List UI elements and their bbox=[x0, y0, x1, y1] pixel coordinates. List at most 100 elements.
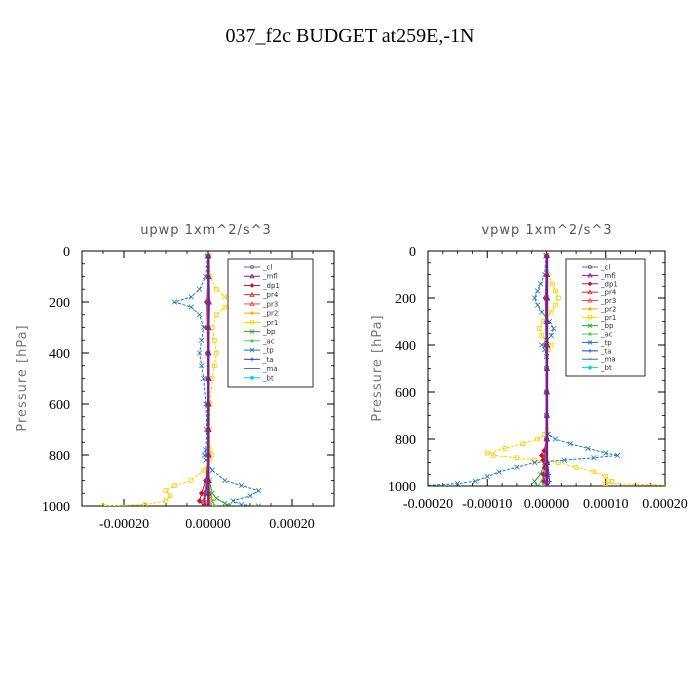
data-point bbox=[544, 435, 551, 442]
data-point bbox=[520, 441, 526, 447]
data-point bbox=[693, 484, 697, 488]
legend-label: _pr3 bbox=[600, 297, 616, 305]
legend: _cl_mfl_dp1_pr4_pr3_pr2_pr1_bp_ac_tp_ta_… bbox=[227, 258, 314, 388]
x-tick-label: 0.00020 bbox=[269, 517, 315, 532]
data-point bbox=[200, 497, 207, 504]
data-point bbox=[502, 446, 508, 451]
y-tick-label: 800 bbox=[49, 449, 70, 464]
legend-item: _tp bbox=[244, 347, 274, 355]
data-point bbox=[205, 349, 212, 356]
data-point bbox=[238, 482, 245, 489]
data-point bbox=[567, 441, 573, 447]
data-point bbox=[539, 342, 545, 348]
series-line bbox=[102, 256, 239, 506]
legend: _cl_mfl_dp1_pr4_pr3_pr2_pr1_bp_ac_tp_ta_… bbox=[565, 258, 646, 377]
legend-label: _pr2 bbox=[262, 310, 278, 318]
data-point bbox=[163, 488, 169, 494]
data-point bbox=[100, 503, 106, 506]
data-point bbox=[200, 503, 207, 506]
data-point bbox=[196, 286, 203, 292]
data-point bbox=[249, 347, 255, 353]
data-point bbox=[188, 304, 194, 310]
panel-vpwp: vpwp 1xm^2/s^3 Pressure [hPa] 0 200 400 600… bbox=[370, 223, 697, 512]
legend-label: _pr4 bbox=[600, 289, 617, 297]
data-point bbox=[214, 350, 219, 356]
legend-item: _pr1 bbox=[244, 319, 278, 327]
panel-title: vpwp 1xm^2/s^3 bbox=[481, 223, 612, 238]
data-point bbox=[544, 365, 551, 371]
data-point bbox=[535, 436, 540, 442]
legend-label: _dp1 bbox=[262, 282, 280, 290]
data-point bbox=[537, 326, 542, 331]
data-point bbox=[205, 324, 212, 330]
data-point bbox=[514, 464, 520, 470]
data-point bbox=[249, 301, 255, 306]
data-point bbox=[205, 400, 212, 407]
data-point bbox=[531, 295, 538, 301]
legend-label: _pr1 bbox=[262, 319, 278, 327]
data-point bbox=[255, 488, 262, 494]
y-tick-label: 1000 bbox=[388, 480, 416, 495]
data-point bbox=[199, 337, 205, 343]
data-point bbox=[591, 455, 597, 461]
data-point bbox=[544, 388, 551, 395]
legend-item: _mfl bbox=[582, 272, 616, 280]
data-point bbox=[561, 457, 567, 463]
legend-label: _ma bbox=[600, 356, 616, 364]
x-tick-label: -0.00020 bbox=[99, 517, 149, 532]
data-point bbox=[544, 471, 551, 477]
plot-area: 0 200 400 600 800 1000 -0.00020 0.00000 0.00020 bbox=[42, 245, 335, 532]
y-axis-label: Pressure [hPa] bbox=[15, 324, 30, 431]
figure-title: 037_f2c BUDGET at259E,-1N bbox=[225, 25, 474, 47]
data-point bbox=[587, 323, 593, 328]
data-point bbox=[205, 451, 212, 458]
series-layer bbox=[428, 252, 697, 488]
data-point bbox=[188, 294, 194, 300]
y-tick-label: 200 bbox=[395, 292, 416, 307]
legend-item: _dp1 bbox=[244, 282, 280, 290]
data-point bbox=[171, 299, 178, 305]
data-point bbox=[226, 503, 232, 506]
legend-label: _bt bbox=[600, 364, 612, 372]
data-point bbox=[588, 332, 592, 337]
legend-item: _ac bbox=[244, 337, 275, 345]
data-point bbox=[539, 333, 545, 338]
x-tick-label: 0.00020 bbox=[642, 497, 688, 512]
legend-item: _pr1 bbox=[582, 314, 616, 322]
data-point bbox=[163, 498, 169, 504]
panel-title: upwp 1xm^2/s^3 bbox=[140, 223, 272, 238]
data-point bbox=[544, 294, 551, 301]
data-point bbox=[484, 450, 490, 456]
y-tick-label: 400 bbox=[49, 347, 70, 362]
data-point bbox=[531, 459, 538, 466]
data-point bbox=[484, 473, 490, 480]
data-point bbox=[205, 298, 212, 305]
data-point bbox=[587, 297, 593, 303]
data-point bbox=[531, 478, 538, 484]
legend-label: _bt bbox=[262, 374, 274, 382]
data-point bbox=[603, 481, 609, 486]
legend-label: _ta bbox=[262, 356, 274, 364]
x-tick-label: -0.00010 bbox=[462, 497, 512, 512]
legend-box bbox=[227, 258, 314, 388]
data-point bbox=[539, 309, 545, 315]
data-point bbox=[552, 436, 559, 442]
legend-item: _pr3 bbox=[582, 297, 616, 305]
series-mfl bbox=[544, 252, 551, 486]
data-point bbox=[222, 294, 228, 300]
data-point bbox=[588, 315, 593, 320]
data-point bbox=[247, 493, 253, 499]
data-point bbox=[545, 483, 551, 486]
x-tick-label: 0.00010 bbox=[583, 497, 629, 512]
y-tick-label: 0 bbox=[409, 245, 416, 260]
data-point bbox=[534, 302, 541, 308]
data-point bbox=[213, 495, 220, 502]
data-point bbox=[201, 375, 207, 382]
data-point bbox=[587, 272, 593, 278]
data-point bbox=[250, 311, 254, 316]
legend-item: _bt bbox=[582, 364, 612, 372]
data-point bbox=[249, 283, 255, 288]
data-point bbox=[472, 478, 479, 484]
data-point bbox=[587, 281, 593, 287]
